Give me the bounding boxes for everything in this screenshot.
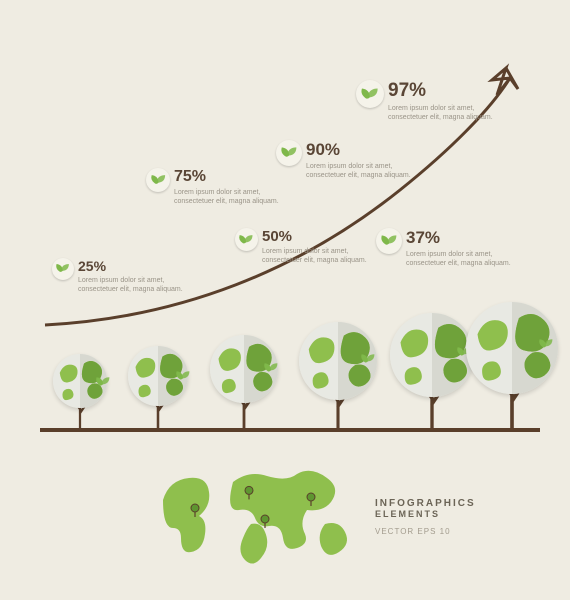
leaf-badge-icon — [376, 228, 402, 254]
world-map — [150, 462, 360, 572]
leaf-badge-icon — [235, 228, 258, 251]
leaf-badge-icon — [276, 140, 302, 166]
caption-title: INFOGRAPHICS — [375, 498, 476, 509]
data-point: 25% Lorem ipsum dolor sit amet, consectet… — [78, 258, 218, 295]
description-text: Lorem ipsum dolor sit amet, consectetuer… — [78, 277, 198, 295]
caption-note: VECTOR EPS 10 — [375, 527, 476, 536]
data-point: 97% Lorem ipsum dolor sit amet, consectet… — [388, 80, 528, 123]
percentage-label: 25% — [78, 258, 218, 274]
data-point: 90% Lorem ipsum dolor sit amet, consectet… — [306, 140, 446, 181]
caption-subtitle: ELEMENTS — [375, 509, 476, 519]
percentage-label: 75% — [174, 168, 314, 186]
percentage-label: 90% — [306, 140, 446, 160]
infographic-stage: 25% Lorem ipsum dolor sit amet, consectet… — [0, 0, 570, 600]
leaf-badge-icon — [146, 168, 170, 192]
caption-block: INFOGRAPHICS ELEMENTS VECTOR EPS 10 — [375, 498, 476, 536]
description-text: Lorem ipsum dolor sit amet, consectetuer… — [406, 251, 526, 269]
description-text: Lorem ipsum dolor sit amet, consectetuer… — [174, 189, 294, 207]
description-text: Lorem ipsum dolor sit amet, consectetuer… — [388, 105, 508, 123]
percentage-label: 37% — [406, 228, 546, 248]
leaf-badge-icon — [52, 258, 74, 280]
percentage-label: 97% — [388, 80, 528, 102]
leaf-badge-icon — [356, 80, 384, 108]
data-point: 37% Lorem ipsum dolor sit amet, consectet… — [406, 228, 546, 269]
description-text: Lorem ipsum dolor sit amet, consectetuer… — [306, 163, 426, 181]
world-map-icon — [150, 462, 360, 572]
description-text: Lorem ipsum dolor sit amet, consectetuer… — [262, 248, 382, 266]
data-point: 75% Lorem ipsum dolor sit amet, consectet… — [174, 168, 314, 207]
